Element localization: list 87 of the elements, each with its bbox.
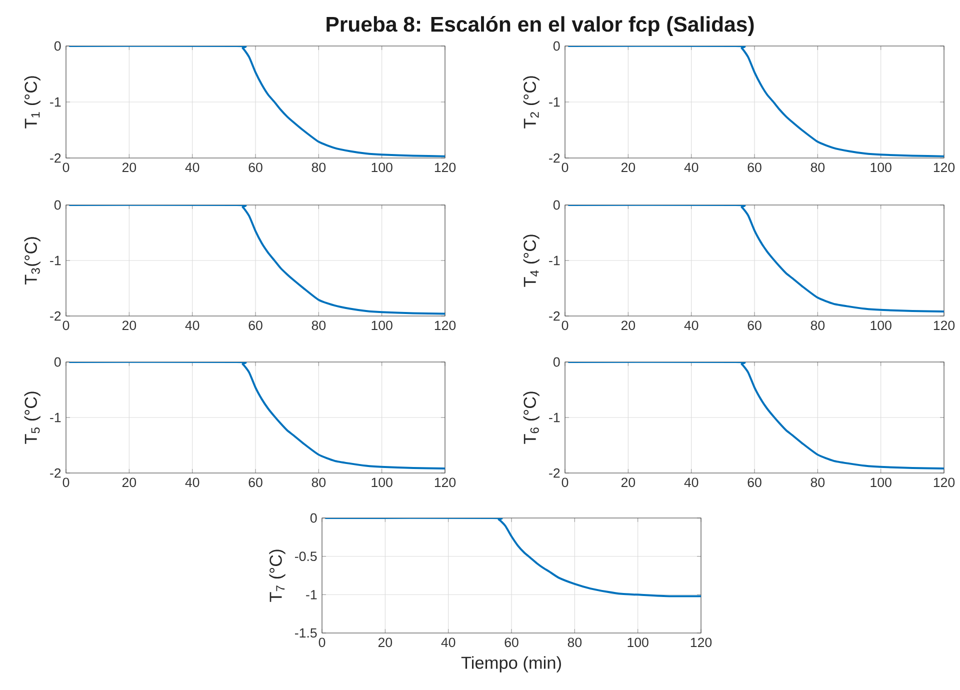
x-tick-label: 100: [870, 162, 892, 172]
text: Prueba 8: Escalón en el valor fcp (Salidas): [326, 16, 754, 36]
y-tick-label: 0: [54, 200, 61, 210]
y-axis-title: T$_{1}$ (°C): [24, 76, 40, 128]
y-tick-label: -2: [549, 311, 560, 321]
x-tick-label: 60: [248, 478, 262, 488]
y-tick-label: -1.5: [295, 628, 317, 638]
y-tick-label: -1: [549, 256, 560, 266]
x-tick-label: 120: [434, 162, 456, 172]
x-tick-label: 80: [312, 162, 326, 172]
y-axis-title: T$_{7}$ (°C): [269, 550, 286, 602]
line-series: [567, 362, 944, 470]
y-tick-label: -1: [50, 412, 61, 422]
y-axis-title: T$_{3}$(°C): [24, 237, 40, 285]
x-tick-label: 60: [748, 478, 762, 488]
x-tick-label: 20: [122, 162, 136, 172]
x-tick-label: 100: [870, 478, 892, 488]
x-tick-label: 120: [690, 638, 712, 648]
y-tick-label: -1: [50, 256, 61, 266]
x-tick-label: 20: [378, 638, 392, 648]
y-tick-label: -2: [50, 153, 61, 163]
y-tick-label: -0.5: [295, 552, 317, 562]
y-tick-label: 0: [54, 357, 61, 367]
x-tick-label: 0: [62, 320, 70, 330]
x-tick-label: 120: [934, 478, 955, 488]
x-tick-label: 20: [621, 320, 636, 330]
x-tick-label: 60: [748, 162, 762, 172]
x-tick-label: 60: [248, 162, 262, 172]
y-axis-title: T$_{5}$ (°C): [24, 392, 40, 444]
x-tick-label: 80: [568, 638, 582, 648]
x-tick-label: 40: [684, 320, 698, 330]
x-tick-label: 20: [122, 478, 136, 488]
x-tick-label: 100: [372, 320, 392, 330]
x-tick-label: 40: [684, 162, 698, 172]
x-tick-label: 120: [434, 320, 456, 330]
x-tick-label: 100: [870, 320, 892, 330]
x-tick-label: 40: [441, 638, 456, 648]
y-tick-label: 0: [553, 357, 560, 367]
x-tick-label: 60: [748, 320, 762, 330]
x-axis-title: Tiempo (min): [461, 656, 561, 672]
y-tick-label: -2: [50, 468, 61, 478]
line-series: [567, 46, 944, 158]
y-tick-label: 0: [553, 200, 560, 210]
x-tick-label: 100: [628, 638, 648, 648]
y-tick-label: -2: [50, 311, 61, 321]
y-tick-label: 0: [553, 41, 560, 51]
x-tick-label: 120: [934, 162, 955, 172]
x-tick-label: 40: [185, 162, 200, 172]
x-tick-label: 0: [562, 320, 568, 330]
x-tick-label: 100: [372, 162, 392, 172]
x-tick-label: 60: [504, 638, 518, 648]
y-tick-label: -1: [50, 97, 61, 107]
line-series: [324, 518, 702, 598]
y-axis-title: T$_{6}$ (°C): [523, 392, 540, 444]
x-tick-label: 80: [810, 478, 825, 488]
y-tick-label: 0: [310, 513, 317, 523]
x-tick-label: 0: [62, 478, 70, 488]
x-tick-label: 20: [621, 162, 636, 172]
x-tick-label: 120: [434, 478, 456, 488]
x-tick-label: 20: [122, 320, 136, 330]
x-tick-label: 40: [185, 320, 200, 330]
line-series: [567, 204, 944, 313]
x-tick-label: 60: [248, 320, 262, 330]
x-tick-label: 0: [318, 638, 326, 648]
x-tick-label: 120: [934, 320, 955, 330]
x-tick-label: 0: [562, 478, 568, 488]
x-tick-label: 40: [684, 478, 698, 488]
line-series: [68, 204, 446, 315]
x-tick-label: 20: [621, 478, 636, 488]
y-tick-label: -2: [549, 153, 560, 163]
y-tick-label: 0: [54, 41, 61, 51]
x-tick-label: 80: [810, 162, 825, 172]
y-tick-label: -1: [306, 590, 317, 600]
x-tick-label: 100: [372, 478, 392, 488]
x-tick-label: 80: [810, 320, 825, 330]
y-axis-title: T$_{4}$ (°C): [523, 234, 540, 287]
y-tick-label: -2: [549, 468, 560, 478]
x-tick-label: 0: [62, 162, 70, 172]
line-series: [68, 362, 446, 470]
x-tick-label: 40: [185, 478, 200, 488]
y-tick-label: -1: [549, 97, 560, 107]
y-tick-label: -1: [549, 412, 560, 422]
x-tick-label: 80: [312, 320, 326, 330]
x-tick-label: 0: [562, 162, 568, 172]
y-axis-title: T$_{2}$ (°C): [523, 76, 540, 128]
x-tick-label: 80: [312, 478, 326, 488]
line-series: [68, 46, 446, 158]
